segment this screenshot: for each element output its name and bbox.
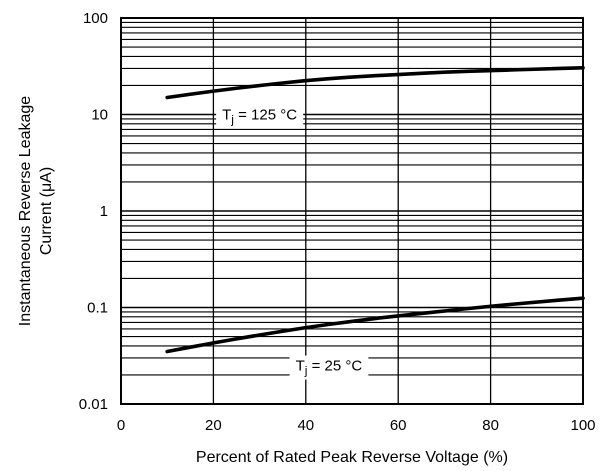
x-tick-label: 40: [297, 417, 314, 434]
series-label-background: [216, 104, 304, 129]
series-label: Tj = 25 °C: [289, 355, 369, 380]
data-series: [165, 65, 585, 354]
x-tick-label: 100: [570, 417, 595, 434]
y-tick-label: 0.01: [79, 396, 108, 413]
series-line: [165, 296, 585, 354]
series-line: [165, 65, 585, 100]
series-label: Tj = 125 °C: [216, 104, 304, 129]
y-tick-label: 0.1: [87, 300, 108, 317]
x-axis-ticks: 0 20 40 60 80 100: [117, 417, 596, 434]
x-tick-label: 0: [117, 417, 125, 434]
series-label-background: [289, 355, 369, 380]
x-tick-label: 80: [482, 417, 499, 434]
y-axis-ticks: 0.01 0.1 1 10 100: [79, 10, 108, 413]
plot-frame: [120, 17, 584, 405]
y-tick-label: 1: [100, 203, 108, 220]
y-axis-title-line2: Current (μA): [38, 167, 55, 255]
series-labels: Tj = 125 °C Tj = 25 °C: [216, 104, 369, 380]
grid: [120, 18, 584, 405]
series-label-text: Tj = 25 °C: [296, 358, 363, 378]
x-tick-label: 60: [390, 417, 407, 434]
series-label-text: Tj = 125 °C: [222, 107, 297, 127]
x-axis-title: Percent of Rated Peak Reverse Voltage (%…: [196, 449, 508, 466]
y-tick-label: 10: [91, 107, 108, 124]
y-tick-label: 100: [83, 10, 108, 27]
y-axis-title-line1: Instantaneous Reverse Leakage: [17, 96, 34, 326]
x-tick-label: 20: [205, 417, 222, 434]
